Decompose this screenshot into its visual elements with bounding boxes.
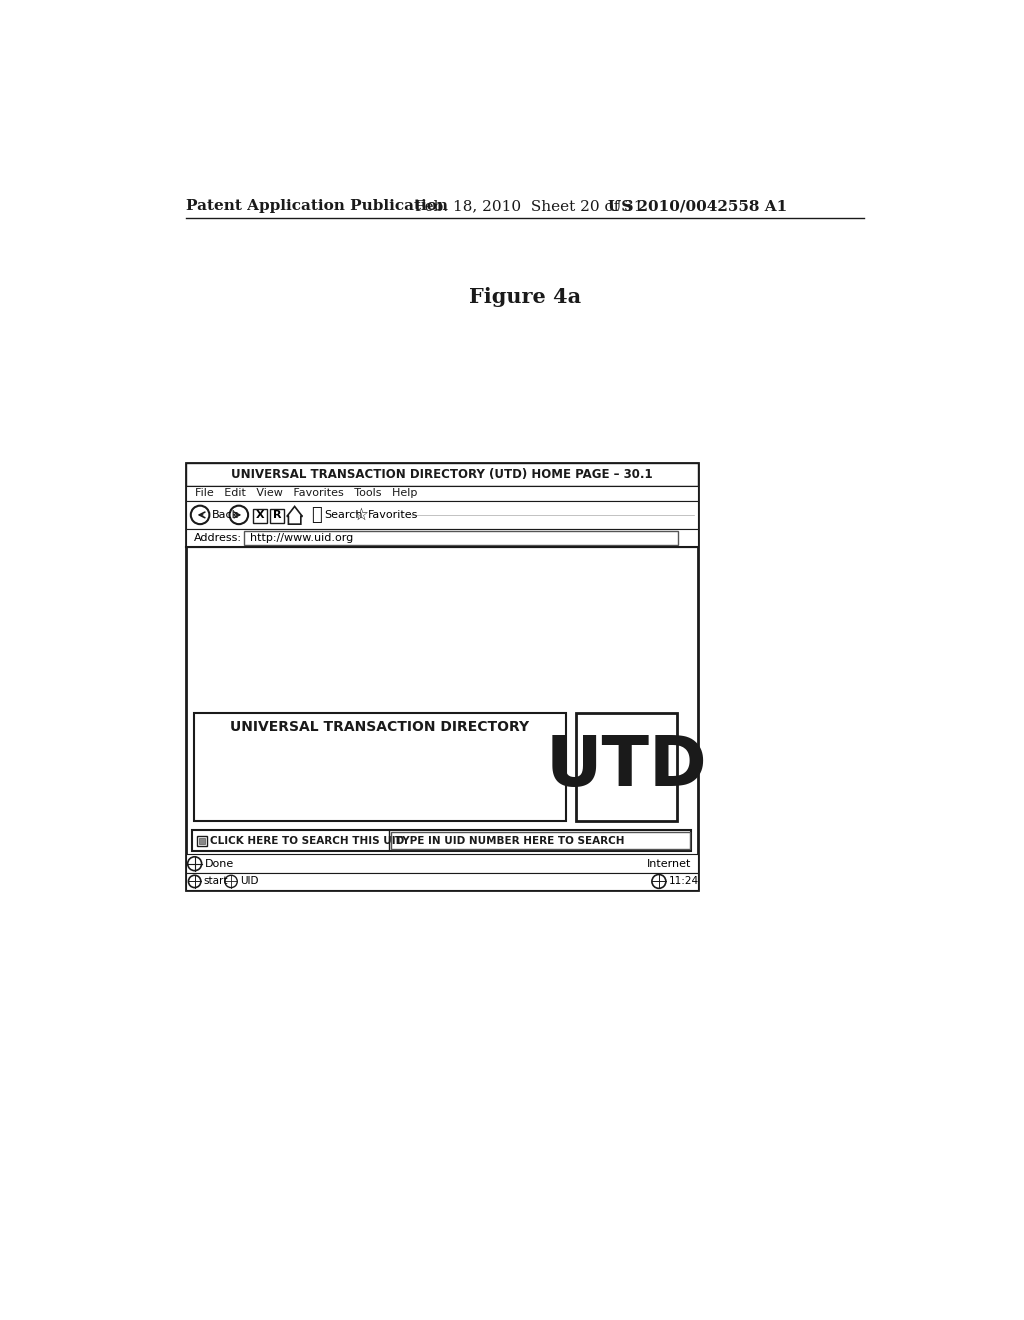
Text: Patent Application Publication: Patent Application Publication	[186, 199, 449, 213]
Bar	[245, 531, 678, 545]
Text: Back: Back	[212, 510, 239, 520]
Text: UTD: UTD	[546, 733, 708, 800]
Bar	[391, 832, 690, 849]
Bar	[186, 854, 697, 873]
Text: UID: UID	[241, 876, 259, 887]
Text: UNIVERSAL TRANSACTION DIRECTORY: UNIVERSAL TRANSACTION DIRECTORY	[230, 719, 529, 734]
Text: Done: Done	[205, 859, 233, 869]
Text: ☆: ☆	[354, 506, 369, 524]
Bar	[197, 836, 207, 846]
Bar	[200, 838, 205, 843]
Bar	[193, 830, 691, 851]
Bar	[186, 502, 697, 529]
Bar	[186, 486, 697, 502]
Bar	[186, 873, 697, 890]
Text: R: R	[272, 510, 281, 520]
Text: Address:: Address:	[194, 533, 242, 543]
Text: ⌕: ⌕	[311, 506, 322, 524]
Text: Favorites: Favorites	[368, 510, 418, 520]
Text: File   Edit   View   Favorites   Tools   Help: File Edit View Favorites Tools Help	[196, 488, 418, 499]
Text: 11:24: 11:24	[669, 876, 699, 887]
Bar	[253, 508, 266, 523]
Bar	[186, 529, 697, 548]
Text: UNIVERSAL TRANSACTION DIRECTORY (UTD) HOME PAGE – 30.1: UNIVERSAL TRANSACTION DIRECTORY (UTD) HO…	[231, 467, 652, 480]
Bar	[575, 713, 677, 821]
Text: http://www.uid.org: http://www.uid.org	[250, 533, 353, 543]
Text: Feb. 18, 2010  Sheet 20 of 31: Feb. 18, 2010 Sheet 20 of 31	[415, 199, 643, 213]
Text: TYPE IN UID NUMBER HERE TO SEARCH: TYPE IN UID NUMBER HERE TO SEARCH	[395, 836, 625, 846]
Text: X: X	[255, 510, 264, 520]
Text: Figure 4a: Figure 4a	[469, 286, 581, 308]
Text: CLICK HERE TO SEARCH THIS UID: CLICK HERE TO SEARCH THIS UID	[210, 836, 404, 846]
Bar	[194, 713, 566, 821]
Text: Search: Search	[324, 510, 362, 520]
Text: US 2010/0042558 A1: US 2010/0042558 A1	[608, 199, 787, 213]
Bar	[186, 462, 697, 486]
Text: Internet: Internet	[647, 859, 691, 869]
Bar	[186, 462, 697, 890]
Bar	[270, 508, 284, 523]
Text: start: start	[203, 876, 227, 887]
